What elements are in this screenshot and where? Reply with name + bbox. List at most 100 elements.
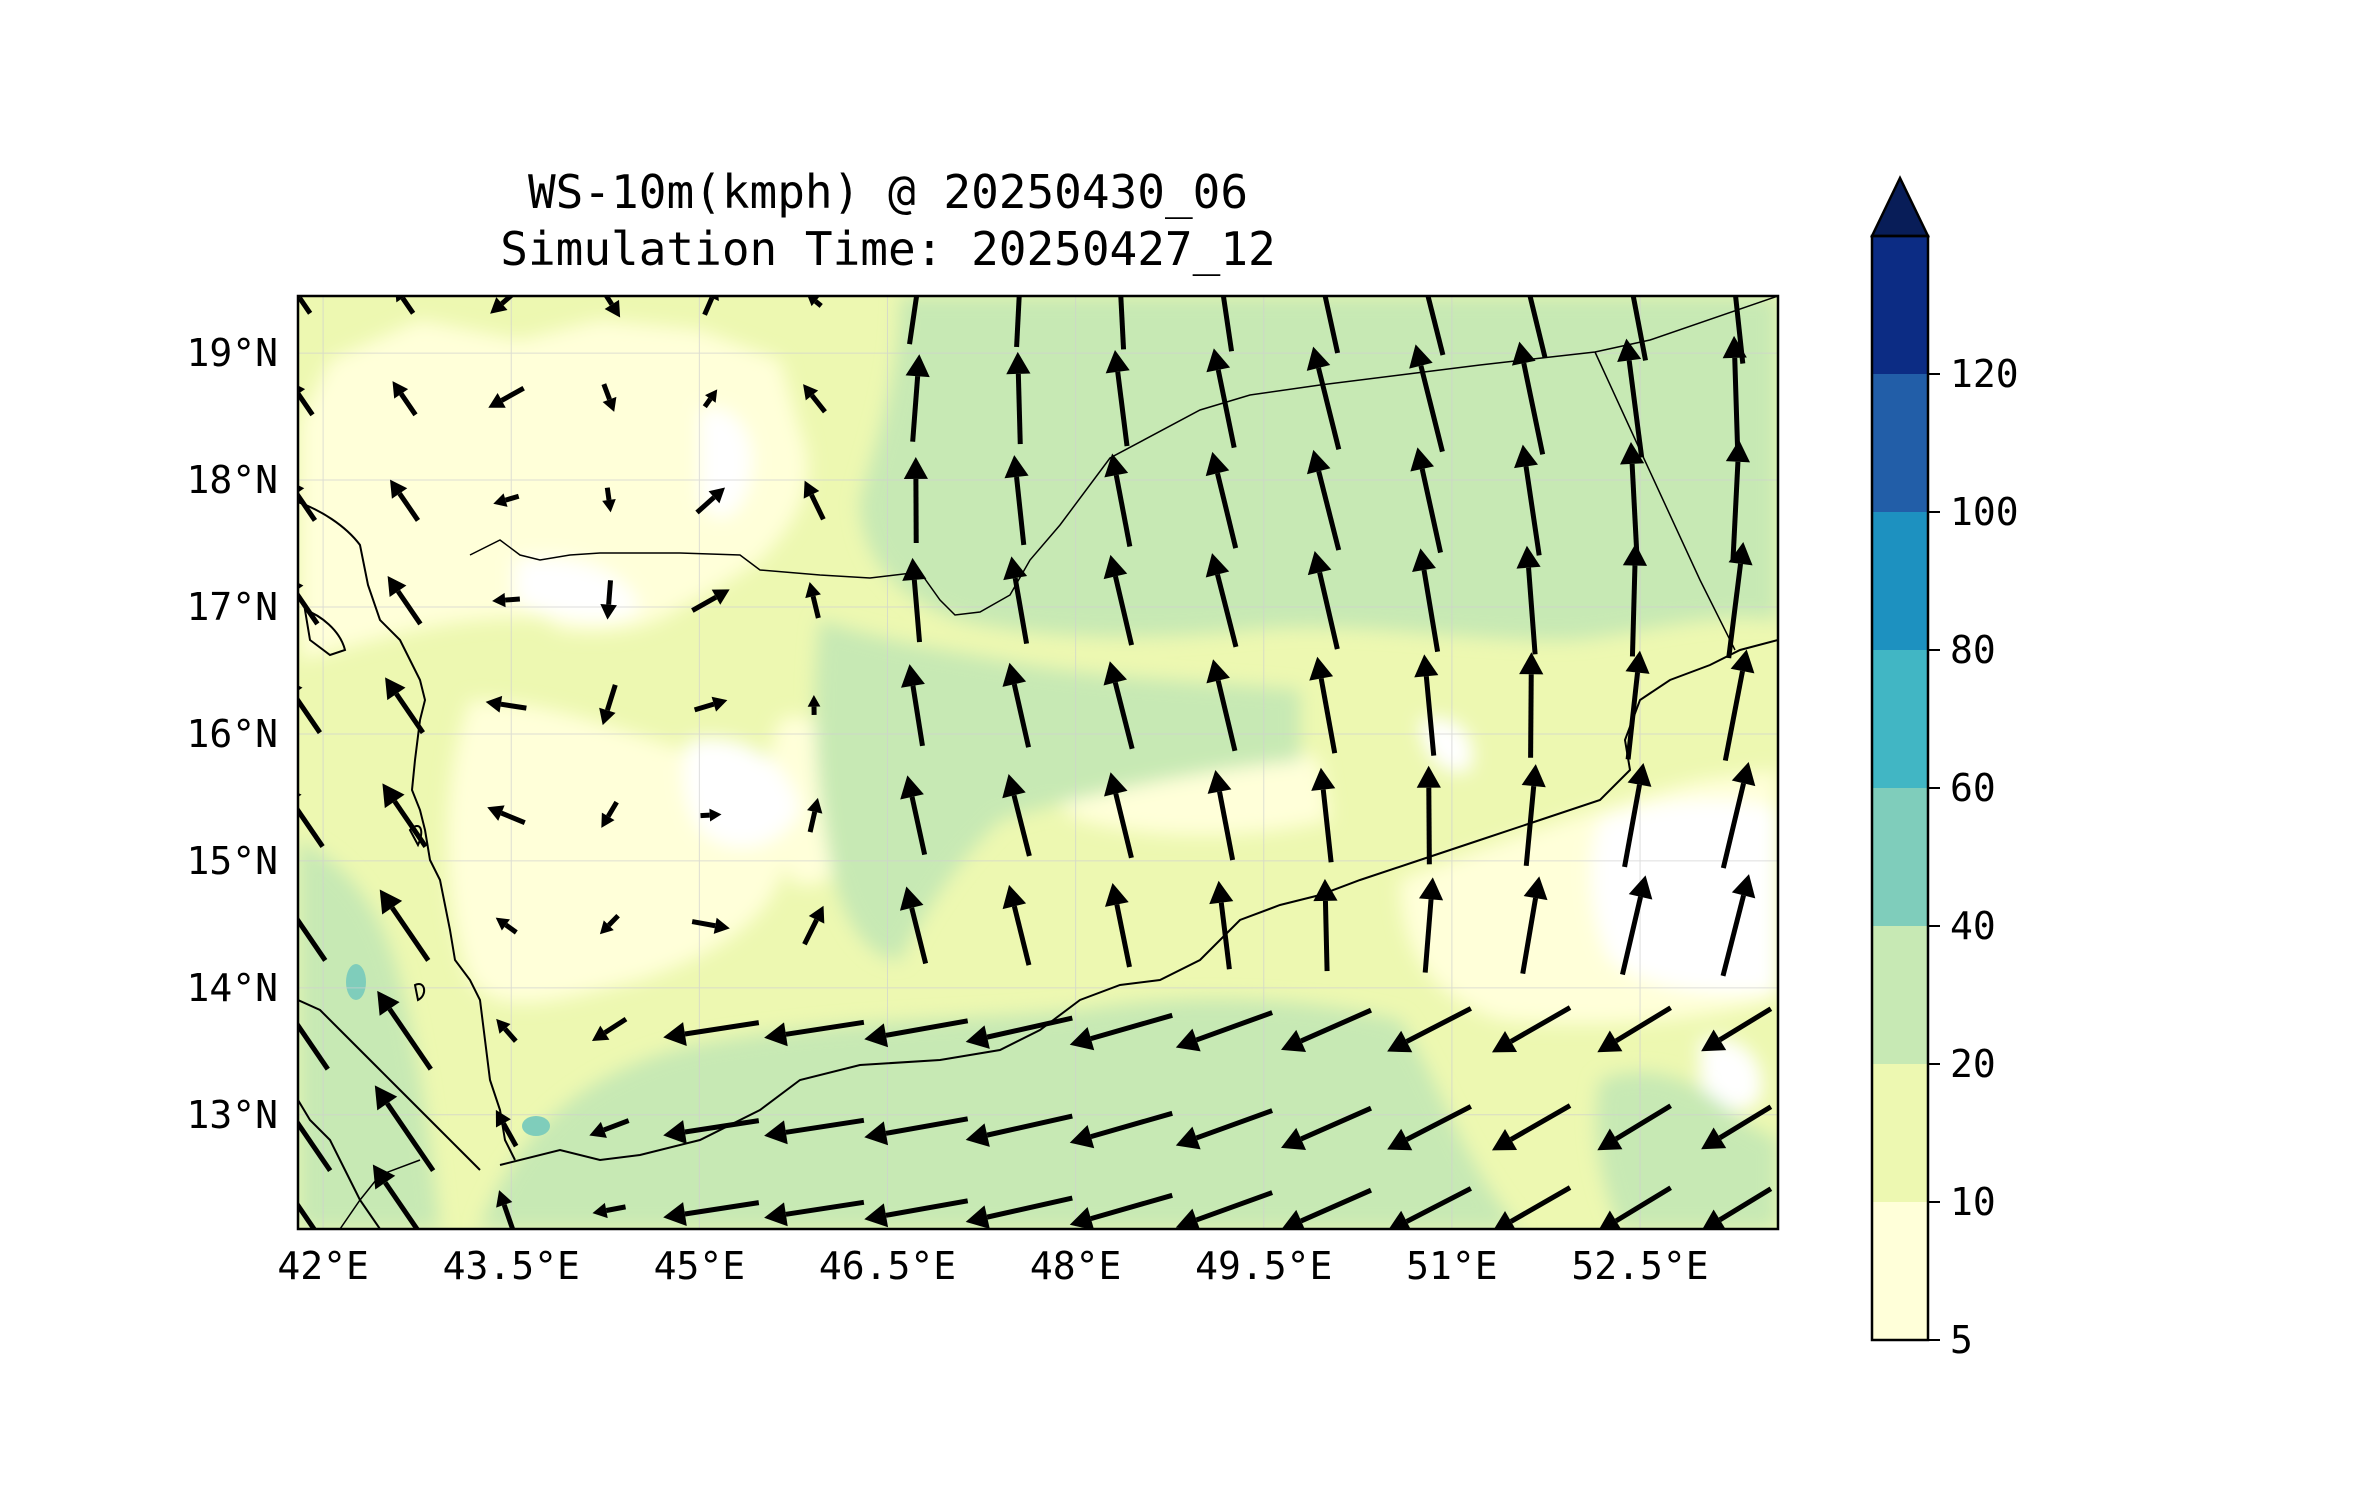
wind-vector-shaft bbox=[400, 296, 416, 315]
wind-vector-shaft bbox=[1316, 367, 1342, 451]
wind-vector-shaft bbox=[1418, 365, 1445, 453]
wind-vector-head bbox=[1209, 880, 1234, 905]
wind-vector-arrow bbox=[372, 1164, 421, 1229]
wind-vector-shaft bbox=[385, 1102, 436, 1173]
y-tick-label: 15°N bbox=[186, 839, 278, 883]
wind-vector-arrow bbox=[1412, 548, 1441, 653]
wind-vector-head bbox=[1416, 765, 1441, 788]
wind-vector-head bbox=[1491, 1128, 1518, 1151]
wind-vector-shaft bbox=[1322, 296, 1341, 354]
wind-vector-arrow bbox=[1118, 296, 1127, 350]
wind-vector-shaft bbox=[1317, 571, 1340, 650]
colorbar-segment bbox=[1872, 650, 1928, 788]
wind-vector-head bbox=[1388, 1210, 1411, 1229]
coastlines bbox=[298, 501, 1778, 1229]
wind-vector-shaft bbox=[1300, 1105, 1372, 1142]
wind-vector-arrow bbox=[592, 1202, 626, 1219]
wind-vector-head bbox=[965, 1205, 990, 1229]
wind-vector-shaft bbox=[1112, 681, 1135, 750]
wind-vector-arrow bbox=[1597, 1005, 1672, 1053]
wind-vector-head bbox=[864, 1023, 889, 1048]
wind-vector-head bbox=[663, 1120, 687, 1144]
colorbar-segment bbox=[1872, 236, 1928, 374]
wind-vector-arrow bbox=[589, 1118, 630, 1138]
wind-vector-head bbox=[1511, 341, 1536, 366]
wind-vector-shaft bbox=[910, 376, 921, 442]
wind-vector-head bbox=[488, 393, 506, 408]
wind-vector-head bbox=[663, 1022, 687, 1046]
wind-vector-arrow bbox=[1726, 541, 1753, 659]
wind-vector-head bbox=[1004, 455, 1029, 479]
wind-vector-arrow bbox=[298, 1021, 330, 1071]
wind-vector-shaft bbox=[1419, 468, 1443, 554]
wind-vector-shaft bbox=[1320, 789, 1334, 863]
wind-vector-arrow bbox=[377, 990, 433, 1071]
fill-20-40 bbox=[1596, 1072, 1778, 1229]
wind-vector-arrow bbox=[492, 592, 521, 608]
wind-vector-head bbox=[1206, 348, 1231, 373]
wind-vector-shaft bbox=[1220, 296, 1235, 352]
wind-vector-shaft bbox=[802, 918, 819, 946]
wind-vector-head bbox=[372, 1164, 396, 1190]
x-tick-label: 48°E bbox=[1030, 1244, 1122, 1288]
wind-vector-arrow bbox=[1725, 439, 1751, 561]
wind-vector-shaft bbox=[399, 392, 418, 417]
colorbar-segment bbox=[1872, 512, 1928, 650]
wind-vector-head bbox=[1309, 656, 1334, 681]
wind-vector-arrow bbox=[602, 487, 616, 513]
wind-vector-shaft bbox=[1113, 575, 1135, 646]
wind-vector-shaft bbox=[603, 296, 614, 306]
wind-vector-head bbox=[1731, 761, 1756, 787]
wind-vector-head bbox=[705, 389, 718, 403]
wind-vector-arrow bbox=[1520, 876, 1548, 975]
wind-vector-shaft bbox=[503, 1027, 518, 1043]
wind-vector-shaft bbox=[298, 392, 315, 417]
wind-vector-shaft bbox=[1614, 1185, 1672, 1224]
island-zubair bbox=[413, 983, 426, 1002]
wind-vector-arrow bbox=[1209, 880, 1234, 970]
wind-vector-arrow bbox=[1722, 649, 1755, 762]
wind-vector-shaft bbox=[1614, 1005, 1672, 1044]
colorbar-tick-label: 5 bbox=[1950, 1318, 1973, 1362]
wind-vector-shaft bbox=[390, 906, 431, 962]
wind-vector-shaft bbox=[785, 1019, 865, 1037]
map-panel bbox=[298, 253, 1778, 1229]
wind-vector-shaft bbox=[1114, 904, 1132, 968]
wind-vector-head bbox=[965, 1123, 990, 1147]
colorbar-tick-label: 10 bbox=[1950, 1180, 1996, 1224]
wind-vector-head bbox=[1523, 876, 1548, 901]
wind-vector-arrow bbox=[693, 696, 728, 713]
wind-vectors bbox=[298, 253, 1773, 1229]
map-title-line-1: WS-10m(kmph) @ 20250430_06 bbox=[527, 165, 1249, 219]
wind-vector-arrow bbox=[1418, 877, 1444, 973]
wind-vector-head bbox=[709, 808, 722, 822]
wind-vector-head bbox=[764, 1202, 788, 1227]
wind-vector-shaft bbox=[1523, 785, 1537, 867]
wind-vector-arrow bbox=[298, 385, 315, 417]
x-tick-label: 49.5°E bbox=[1195, 1244, 1332, 1288]
wind-vector-head bbox=[377, 990, 400, 1016]
wind-vector-shaft bbox=[298, 916, 328, 962]
wind-vector-head bbox=[1597, 1128, 1623, 1151]
wind-vector-arrow bbox=[1720, 874, 1756, 977]
wind-vector-arrow bbox=[1617, 338, 1645, 458]
wind-vector-head bbox=[1313, 878, 1338, 902]
wind-vector-arrow bbox=[803, 480, 826, 521]
wind-vector-head bbox=[1008, 253, 1032, 276]
wind-vector-arrow bbox=[392, 381, 418, 417]
wind-vector-shaft bbox=[1527, 296, 1548, 359]
wind-vector-arrow bbox=[803, 384, 827, 414]
wind-vector-shaft bbox=[1629, 463, 1640, 559]
wind-vector-shaft bbox=[986, 1015, 1073, 1040]
wind-vector-arrow bbox=[1410, 447, 1443, 554]
wind-vector-shaft bbox=[1090, 1192, 1173, 1222]
wind-vector-shaft bbox=[1629, 565, 1638, 657]
wind-vector-shaft bbox=[691, 919, 716, 929]
wind-vector-shaft bbox=[1218, 902, 1232, 970]
wind-vector-shaft bbox=[1215, 573, 1239, 648]
wind-vector-shaft bbox=[911, 579, 923, 643]
wind-vector-arrow bbox=[1008, 253, 1032, 348]
wind-vector-arrow bbox=[1630, 296, 1648, 361]
wind-vector-head bbox=[1387, 1128, 1413, 1151]
wind-vector-head bbox=[808, 905, 825, 924]
